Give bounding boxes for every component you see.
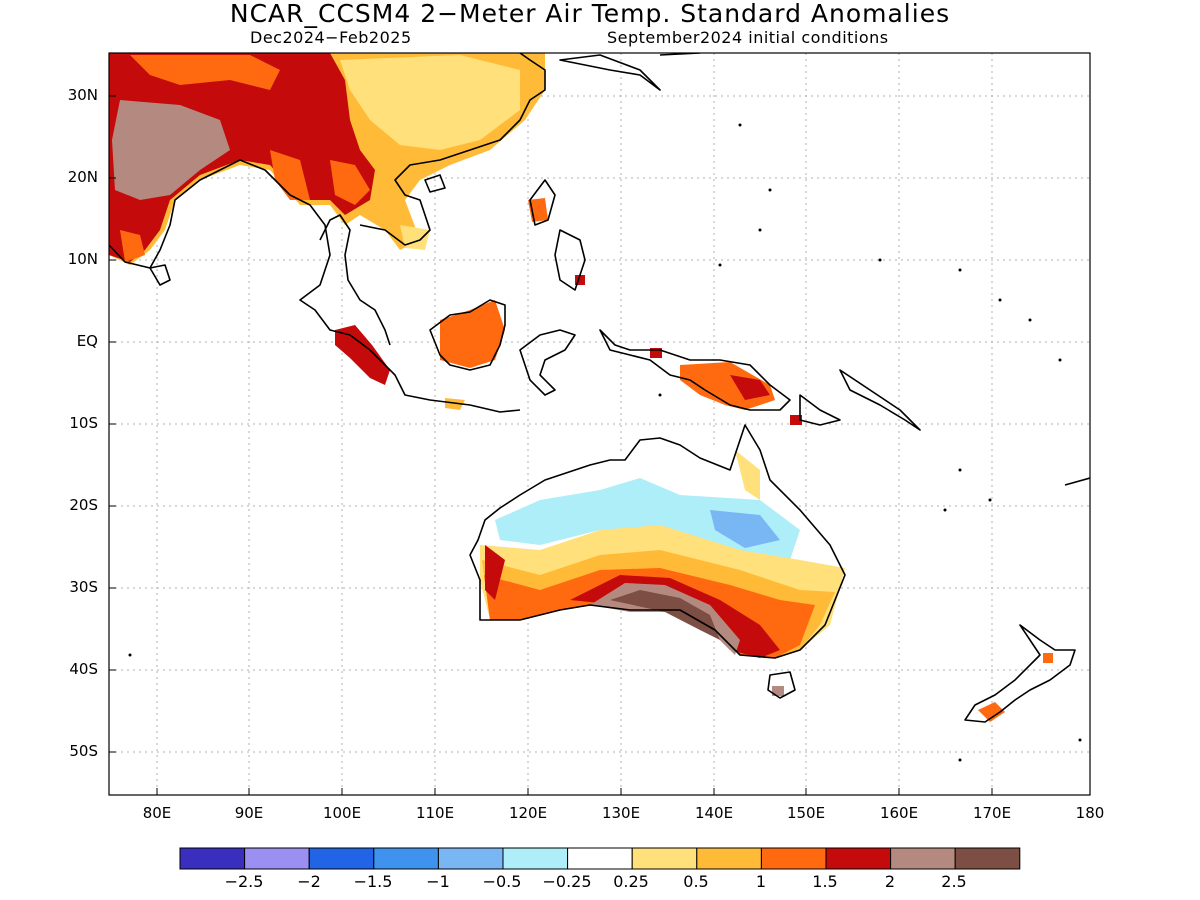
coastlines [109,53,1090,723]
colorbar-label: 1 [755,872,767,891]
colorbar-label: −0.25 [542,872,592,891]
lat-label: 10N [67,250,98,268]
lat-label: 30N [67,86,98,104]
colorbar-swatch [437,847,504,870]
islands [128,123,1082,762]
colorbar-label: −1.5 [353,872,393,891]
new-zealand-anomaly-fill [978,653,1053,722]
lon-label: 80E [142,804,172,822]
colorbar-swatch [244,847,310,870]
lat-label: 20N [67,168,98,186]
colorbar-label: 2 [884,872,896,891]
colorbar-swatch [502,847,569,870]
lon-label: 150E [786,804,826,822]
colorbar-label: 0.5 [683,872,709,891]
colorbar-swatch [179,847,246,870]
lon-label: 120E [508,804,548,822]
colorbar-swatch [825,847,892,870]
lat-label: 10S [69,414,98,432]
colorbar-label: −0.5 [482,872,522,891]
colorbar-label: 1.5 [812,872,838,891]
map-title: NCAR_CCSM4 2−Meter Air Temp. Standard An… [229,0,951,28]
lon-label: 130E [601,804,641,822]
lon-label: 110E [415,804,455,822]
australia-anomaly-fill [478,430,845,696]
colorbar-label: −2.5 [224,872,264,891]
lat-label: 20S [69,496,98,514]
lon-label: 180 [1075,804,1105,822]
lon-label: 140E [694,804,734,822]
colorbar-swatch [373,847,439,870]
colorbar-label: −1 [426,872,450,891]
colorbar-label: 0.25 [613,872,649,891]
colorbar-swatch [631,847,698,870]
axis-ticks [109,95,993,795]
initial-conditions: September2024 initial conditions [607,28,889,47]
colorbar-swatch [760,847,827,870]
colorbar-swatch [696,847,762,870]
colorbar-swatch [890,847,956,870]
lon-label: 160E [879,804,919,822]
colorbar [179,847,1021,870]
lat-label: 50S [69,742,98,760]
lon-label: 100E [322,804,362,822]
colorbar-swatch [567,847,633,870]
lon-label: 170E [972,804,1012,822]
forecast-period: Dec2024−Feb2025 [250,28,412,47]
asia-anomaly-fill [109,53,545,265]
lon-label: 90E [234,804,264,822]
colorbar-swatch [954,847,1021,870]
colorbar-label: 2.5 [941,872,967,891]
maritime-anomaly-fill [335,198,802,425]
lat-label: 30S [69,578,98,596]
colorbar-label: −2 [297,872,321,891]
lat-label: 40S [69,660,98,678]
colorbar-swatch [308,847,375,870]
lat-label: EQ [76,332,98,350]
